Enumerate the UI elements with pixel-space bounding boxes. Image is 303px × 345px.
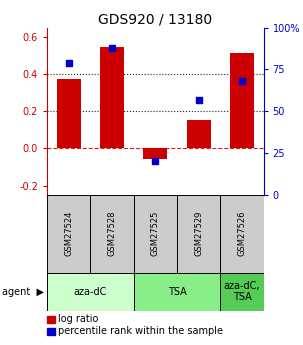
Bar — [100, 47, 124, 148]
Text: GSM27526: GSM27526 — [238, 211, 246, 256]
Text: GSM27528: GSM27528 — [108, 211, 116, 256]
Bar — [47, 273, 134, 310]
Point — [240, 78, 245, 84]
Bar — [143, 148, 167, 159]
Bar — [90, 195, 134, 273]
Point — [66, 60, 71, 66]
Bar — [220, 195, 264, 273]
Bar — [134, 273, 220, 310]
Text: agent  ▶: agent ▶ — [2, 287, 44, 296]
Text: GSM27529: GSM27529 — [194, 211, 203, 256]
Text: log ratio: log ratio — [58, 314, 98, 324]
Text: TSA: TSA — [168, 287, 186, 296]
Bar — [134, 195, 177, 273]
Bar — [47, 195, 90, 273]
Bar — [177, 195, 220, 273]
Bar — [230, 53, 254, 148]
Text: aza-dC: aza-dC — [74, 287, 107, 296]
Text: percentile rank within the sample: percentile rank within the sample — [58, 326, 223, 336]
Point — [153, 159, 158, 164]
Bar — [220, 273, 264, 310]
Bar — [187, 120, 211, 148]
Text: GSM27525: GSM27525 — [151, 211, 160, 256]
Text: GSM27524: GSM27524 — [64, 211, 73, 256]
Bar — [57, 79, 81, 148]
Point — [196, 97, 201, 102]
Title: GDS920 / 13180: GDS920 / 13180 — [98, 12, 212, 27]
Point — [110, 45, 115, 50]
Text: aza-dC,
TSA: aza-dC, TSA — [224, 281, 260, 302]
